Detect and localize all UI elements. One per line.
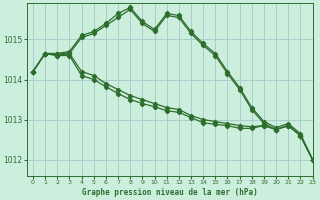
X-axis label: Graphe pression niveau de la mer (hPa): Graphe pression niveau de la mer (hPa) [82,188,258,197]
